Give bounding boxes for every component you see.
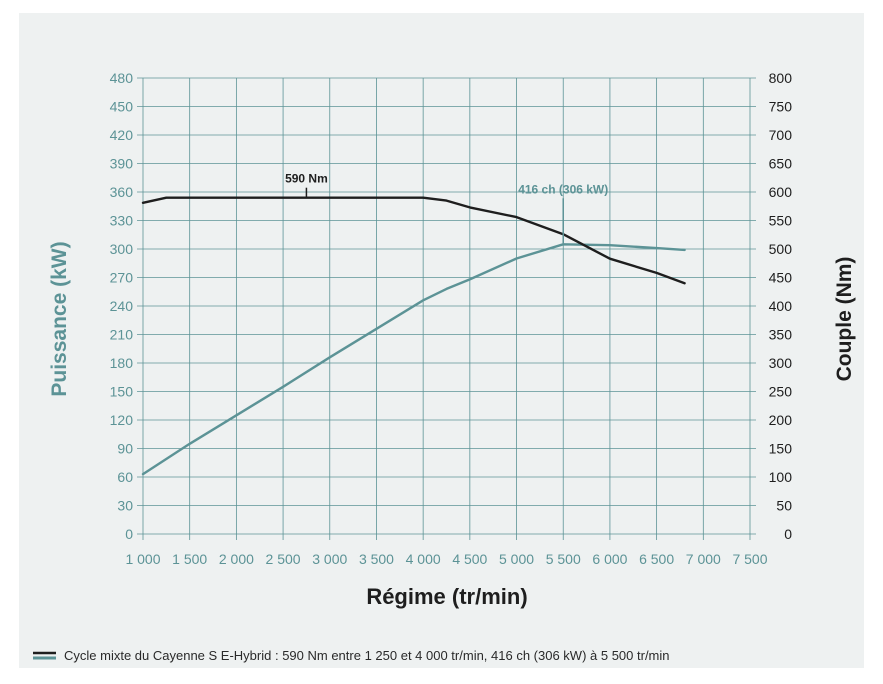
y-right-tick-label: 800 <box>769 70 793 86</box>
y-right-tick-label: 200 <box>769 412 793 428</box>
y-left-tick-label: 300 <box>110 241 134 257</box>
y-right-tick-label: 400 <box>769 298 793 314</box>
x-tick-label: 7 500 <box>732 551 767 567</box>
x-tick-label: 5 500 <box>546 551 581 567</box>
y-right-tick-label: 300 <box>769 355 793 371</box>
y-right-tick-label: 500 <box>769 241 793 257</box>
y-left-tick-label: 270 <box>110 270 134 286</box>
y-right-tick-label: 650 <box>769 156 793 172</box>
x-tick-label: 4 500 <box>452 551 487 567</box>
annotations: 590 Nm 416 ch (306 kW) <box>285 172 608 244</box>
x-tick-label: 7 000 <box>686 551 721 567</box>
power-annotation: 416 ch (306 kW) <box>518 182 608 196</box>
y-axis-left-title: Puissance (kW) <box>48 241 71 396</box>
y-right-tick-label: 250 <box>769 384 793 400</box>
y-left-tick-label: 90 <box>117 441 133 457</box>
y-right-tick-label: 700 <box>769 127 793 143</box>
x-tick-label: 3 500 <box>359 551 394 567</box>
x-tick-label: 4 000 <box>406 551 441 567</box>
y-left-tick-label: 60 <box>117 469 133 485</box>
y-right-tick-label: 150 <box>769 441 793 457</box>
y-left-tick-label: 210 <box>110 327 134 343</box>
y-right-tick-label: 600 <box>769 184 793 200</box>
y-right-tick-label: 350 <box>769 327 793 343</box>
grid-lines <box>137 77 756 540</box>
y-left-tick-label: 0 <box>125 526 133 542</box>
y-left-tick-label: 120 <box>110 412 134 428</box>
x-tick-label: 5 000 <box>499 551 534 567</box>
power-line <box>141 243 686 476</box>
chart-panel: 0 0 30 50 60 100 90 150 120 200 150 250 180 300 210 350… <box>19 13 864 668</box>
x-tick-label: 6 500 <box>639 551 674 567</box>
y-left-tick-label: 180 <box>110 355 134 371</box>
x-tick-label: 3 000 <box>312 551 347 567</box>
x-tick-label: 1 000 <box>125 551 160 567</box>
x-tick-label: 1 500 <box>172 551 207 567</box>
x-tick-label: 2 000 <box>219 551 254 567</box>
y-left-tick-label: 450 <box>110 99 134 115</box>
power-torque-chart: 0 0 30 50 60 100 90 150 120 200 150 250 180 300 210 350… <box>33 70 856 663</box>
y-left-tick-label: 330 <box>110 213 134 229</box>
x-axis-title: Régime (tr/min) <box>366 584 527 609</box>
y-right-tick-label: 750 <box>769 99 793 115</box>
y-left-tick-label: 30 <box>117 498 133 514</box>
y-right-tick-label: 450 <box>769 270 793 286</box>
y-right-tick-label: 550 <box>769 213 793 229</box>
y-left-tick-label: 360 <box>110 184 134 200</box>
x-tick-label: 6 000 <box>592 551 627 567</box>
y-left-tick-label: 240 <box>110 298 134 314</box>
y-right-tick-label: 50 <box>776 498 792 514</box>
y-left-tick-label: 150 <box>110 384 134 400</box>
x-tick-label: 2 500 <box>266 551 301 567</box>
torque-annotation: 590 Nm <box>285 172 328 186</box>
y-left-tick-label: 480 <box>110 70 134 86</box>
series-lines <box>141 196 686 476</box>
y-axis-right-title: Couple (Nm) <box>833 257 856 382</box>
y-left-tick-label: 390 <box>110 156 134 172</box>
torque-line <box>141 196 686 285</box>
y-right-tick-label: 0 <box>784 526 792 542</box>
axis-ticks: 0 0 30 50 60 100 90 150 120 200 150 250 180 300 210 350… <box>110 70 793 567</box>
y-left-tick-label: 420 <box>110 127 134 143</box>
legend-text: Cycle mixte du Cayenne S E-Hybrid : 590 … <box>64 648 670 663</box>
y-right-tick-label: 100 <box>769 469 793 485</box>
